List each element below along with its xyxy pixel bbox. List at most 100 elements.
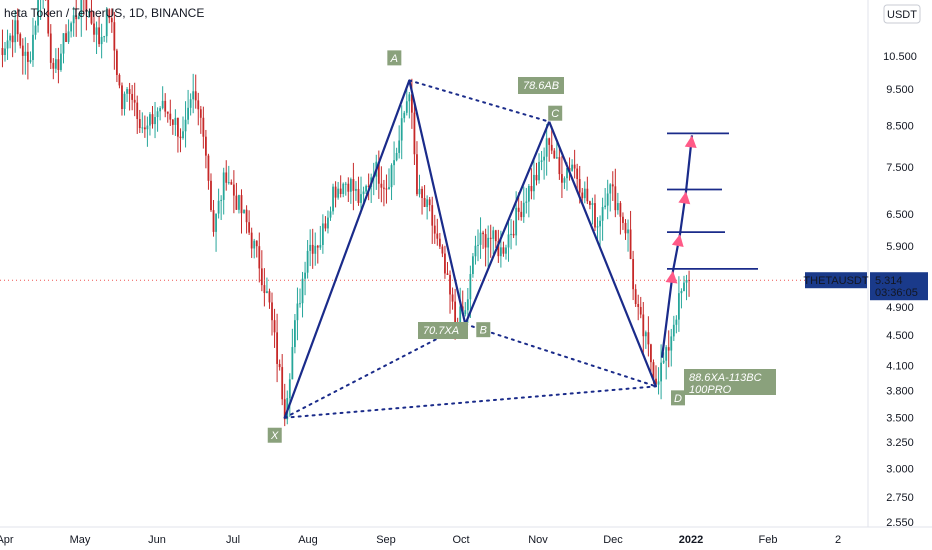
candle-body (54, 59, 57, 69)
harmonic-ratio-line (283, 385, 658, 419)
ratio-annotation-bg (684, 369, 776, 395)
candle-body (421, 188, 423, 199)
candle-body (199, 109, 202, 118)
candle-body (591, 203, 594, 205)
candle-body (355, 188, 357, 191)
candle-body (227, 182, 230, 184)
candle-body (149, 114, 151, 126)
currency-selector-bg[interactable] (883, 4, 921, 24)
candle-body (174, 117, 177, 125)
candle-body (75, 15, 78, 20)
candle-body (685, 279, 688, 283)
candle-body (108, 9, 111, 19)
candle-body (588, 201, 591, 205)
candle-body (507, 234, 510, 248)
candle-body (550, 144, 553, 151)
candle-body (627, 229, 629, 234)
x-tick-label: Aug (298, 534, 318, 546)
y-tick-label: 7.500 (886, 162, 914, 174)
candle-body (357, 188, 360, 203)
candle-body (327, 217, 329, 229)
candle-body (642, 314, 645, 337)
y-tick-label: 4.900 (886, 302, 914, 314)
candle-body (113, 22, 116, 51)
candle-body (393, 160, 395, 166)
x-tick-label: Feb (759, 534, 778, 546)
candle-body (652, 362, 655, 379)
y-tick-label: 3.000 (886, 463, 914, 475)
candle-body (49, 33, 52, 63)
candle-body (128, 89, 131, 94)
candle-body (126, 89, 128, 94)
candle-body (235, 195, 238, 210)
candle-body (477, 244, 479, 246)
candle-body (268, 291, 271, 303)
candle-body (230, 182, 233, 185)
point-label-bg (548, 105, 563, 121)
candle-body (339, 188, 342, 194)
harmonic-leg-xa (283, 79, 411, 419)
candle-body (454, 301, 457, 323)
candle-body (418, 188, 421, 195)
x-tick-label: Jun (148, 534, 166, 546)
candle-body (337, 188, 340, 198)
currency-selector[interactable]: USDT (887, 9, 917, 21)
candle-body (154, 117, 156, 125)
candle-body (426, 199, 429, 207)
candle-body (571, 164, 573, 171)
candle-body (494, 230, 497, 242)
candle-body (441, 246, 444, 254)
y-tick-label: 3.250 (886, 437, 914, 449)
candle-body (616, 203, 619, 211)
candle-body (446, 273, 449, 275)
candle-body (586, 188, 589, 202)
candle-body (403, 112, 406, 119)
x-tick-label: Apr (0, 534, 14, 546)
candle-body (400, 118, 403, 141)
candle-body (220, 199, 223, 201)
point-label-bg (476, 322, 491, 338)
point-label-a: A (390, 53, 398, 65)
point-label-bg (387, 50, 402, 66)
candle-body (210, 180, 212, 211)
x-tick-label: 2 (835, 534, 841, 546)
y-tick-label: 3.800 (886, 386, 914, 398)
y-tick-label: 9.500 (886, 84, 914, 96)
candle-body (179, 136, 182, 139)
candle-body (95, 27, 98, 35)
candle-body (321, 223, 324, 245)
point-label-x: X (270, 430, 279, 442)
candle-body (469, 274, 472, 300)
candle-body (459, 306, 462, 329)
candle-body (103, 36, 106, 38)
candle-body (306, 250, 309, 273)
candle-body (296, 303, 299, 321)
candle-body (217, 200, 220, 214)
candle-body (566, 168, 568, 179)
bar-countdown: 03:36:05 (875, 287, 918, 299)
x-tick-label: Sep (376, 534, 396, 546)
ratio-annotation-bg (518, 77, 564, 94)
candle-body (553, 150, 556, 159)
symbol-price-tag: THETAUSDT (803, 275, 868, 287)
candle-body (57, 59, 60, 70)
candle-body (657, 381, 660, 385)
candle-body (24, 51, 27, 56)
candle-body (151, 114, 154, 125)
target-arrow (665, 270, 678, 284)
candle-body (451, 294, 454, 302)
ratio-annotation: 78.6AB (523, 80, 559, 92)
x-tick-label: 2022 (679, 534, 703, 546)
harmonic-leg-ab (408, 80, 467, 325)
candle-body (260, 268, 263, 286)
candle-body (644, 332, 647, 337)
candle-body (240, 195, 243, 214)
candle-body (88, 11, 90, 13)
candle-body (398, 140, 401, 153)
candle-body (166, 111, 169, 114)
candle-body (512, 233, 515, 236)
candle-body (530, 186, 533, 192)
candle-body (548, 138, 551, 145)
